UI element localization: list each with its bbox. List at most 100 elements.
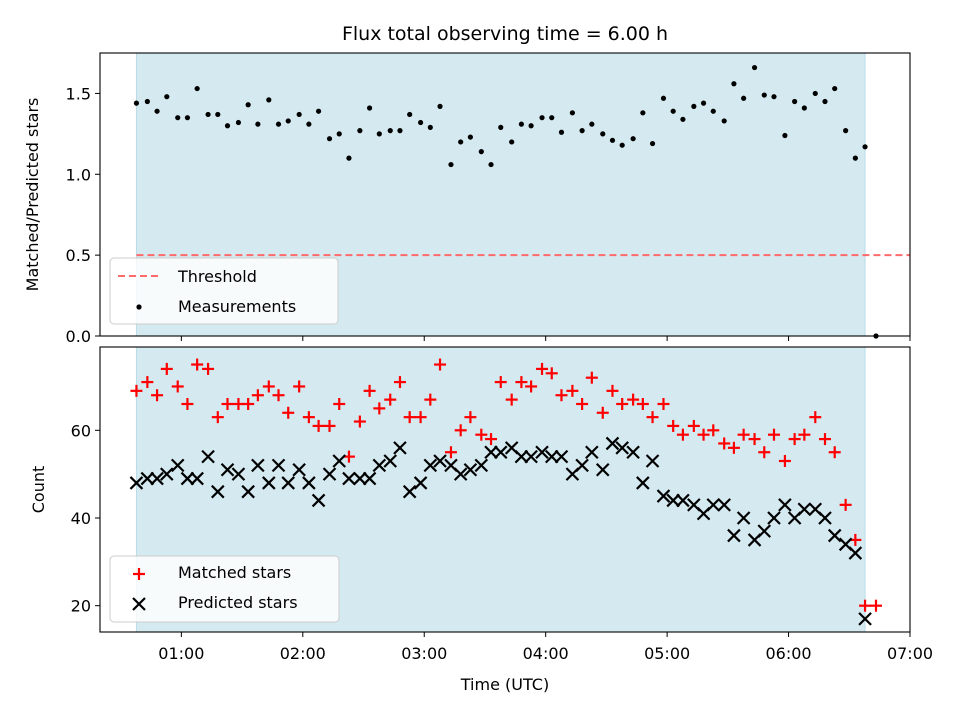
measurement-point (539, 115, 545, 121)
predicted-star-point (220, 462, 235, 477)
predicted-star-point (402, 484, 417, 499)
count-legend: Matched stars Predicted stars (109, 555, 340, 623)
measurement-point (255, 121, 261, 127)
measurement-point (205, 111, 211, 118)
predicted-star-point (281, 476, 296, 490)
count-panel-ticks: 20 40 60 (71, 421, 911, 637)
measurement-point (832, 85, 838, 92)
measurement-point (589, 121, 595, 127)
measurement-point (700, 100, 707, 106)
measurement-point (822, 98, 828, 105)
y-tick-label: 20 (71, 597, 91, 616)
measurement-point (417, 119, 424, 126)
predicted-star-point (605, 436, 620, 451)
measurement-point (488, 161, 494, 168)
predicted-star-point (160, 467, 174, 481)
matched-star-point (130, 384, 143, 397)
matched-star-point (758, 446, 771, 459)
predicted-star-point (180, 471, 195, 486)
matched-star-point (545, 367, 558, 380)
matched-star-point (282, 406, 295, 419)
matched-star-point (505, 393, 518, 406)
measurement-point (751, 64, 758, 71)
matched-star-point (160, 362, 173, 375)
measurement-point (326, 136, 333, 142)
measurement-point (741, 95, 747, 101)
predicted-star-point (727, 528, 741, 543)
matched-star-point (839, 498, 852, 511)
predicted-star-point (554, 449, 569, 464)
matched-star-point (221, 398, 234, 410)
predicted-star-point (797, 502, 812, 517)
predicted-star-point (423, 458, 438, 473)
matched-star-point (798, 428, 811, 441)
matched-star-point (384, 393, 397, 406)
ratio-legend: Threshold Measurements (109, 257, 339, 325)
matched-star-point (536, 362, 549, 375)
matched-stars-points (130, 358, 882, 612)
measurement-point (144, 98, 150, 105)
predicted-star-point (615, 441, 629, 455)
measurement-point (175, 115, 181, 121)
measurement-point (680, 116, 686, 122)
predicted-star-point (211, 484, 225, 499)
matched-star-point (718, 437, 731, 450)
matched-star-point (646, 411, 659, 424)
matched-star-point (566, 384, 579, 397)
matched-star-point (171, 380, 184, 393)
measurement-point (376, 131, 382, 137)
predicted-star-point (170, 458, 185, 473)
ratio-panel-ticks: 0.0 0.5 1.0 1.5 (66, 84, 911, 346)
predicted-star-point (413, 476, 428, 490)
predicted-star-point (767, 511, 781, 525)
measurement-point (558, 129, 565, 135)
matched-star-point (393, 376, 406, 389)
matched-star-point (576, 398, 589, 410)
matched-star-point (211, 411, 224, 424)
measurement-point (731, 81, 737, 87)
matched-star-point (697, 428, 710, 441)
measurement-point (549, 115, 555, 121)
predicted-star-point (848, 546, 863, 560)
matched-star-point (627, 393, 640, 406)
predicted-star-point (393, 441, 407, 455)
matched-star-point (727, 441, 740, 454)
matched-star-point (323, 419, 336, 432)
predicted-star-point (736, 511, 751, 525)
matched-star-point (202, 362, 215, 375)
matched-star-point (403, 411, 416, 424)
measurement-point (215, 111, 221, 118)
predicted-star-point (332, 454, 347, 468)
predicted-star-point (383, 454, 398, 468)
legend-measurements-label: Measurements (178, 297, 296, 316)
measurement-point (357, 128, 363, 134)
measurement-point (579, 128, 585, 134)
predicted-stars-points (129, 436, 872, 626)
matched-star-point (181, 398, 194, 410)
measurement-point (427, 124, 433, 130)
matched-star-point (737, 428, 750, 441)
predicted-star-point (292, 462, 306, 477)
predicted-star-point (656, 489, 671, 503)
predicted-star-point (150, 471, 164, 486)
matched-star-point (151, 389, 164, 402)
predicted-star-point (271, 458, 286, 473)
matched-star-point (859, 599, 872, 612)
matched-star-point (434, 358, 447, 371)
legend-threshold-label: Threshold (177, 267, 257, 286)
measurement-point (691, 103, 697, 109)
legend-predicted-label: Predicted stars (178, 593, 298, 612)
measurement-point (498, 124, 504, 130)
predicted-star-point (140, 471, 155, 486)
measurement-point (296, 111, 302, 118)
predicted-star-point (190, 471, 204, 486)
matched-star-point (485, 433, 498, 446)
predicted-star-point (342, 471, 356, 486)
measurement-point (518, 121, 524, 127)
matched-star-point (788, 433, 801, 446)
predicted-star-point (493, 445, 508, 460)
matched-star-point (494, 376, 507, 389)
predicted-star-point (453, 467, 468, 481)
matched-star-point (141, 376, 154, 389)
matched-star-point (606, 384, 619, 397)
